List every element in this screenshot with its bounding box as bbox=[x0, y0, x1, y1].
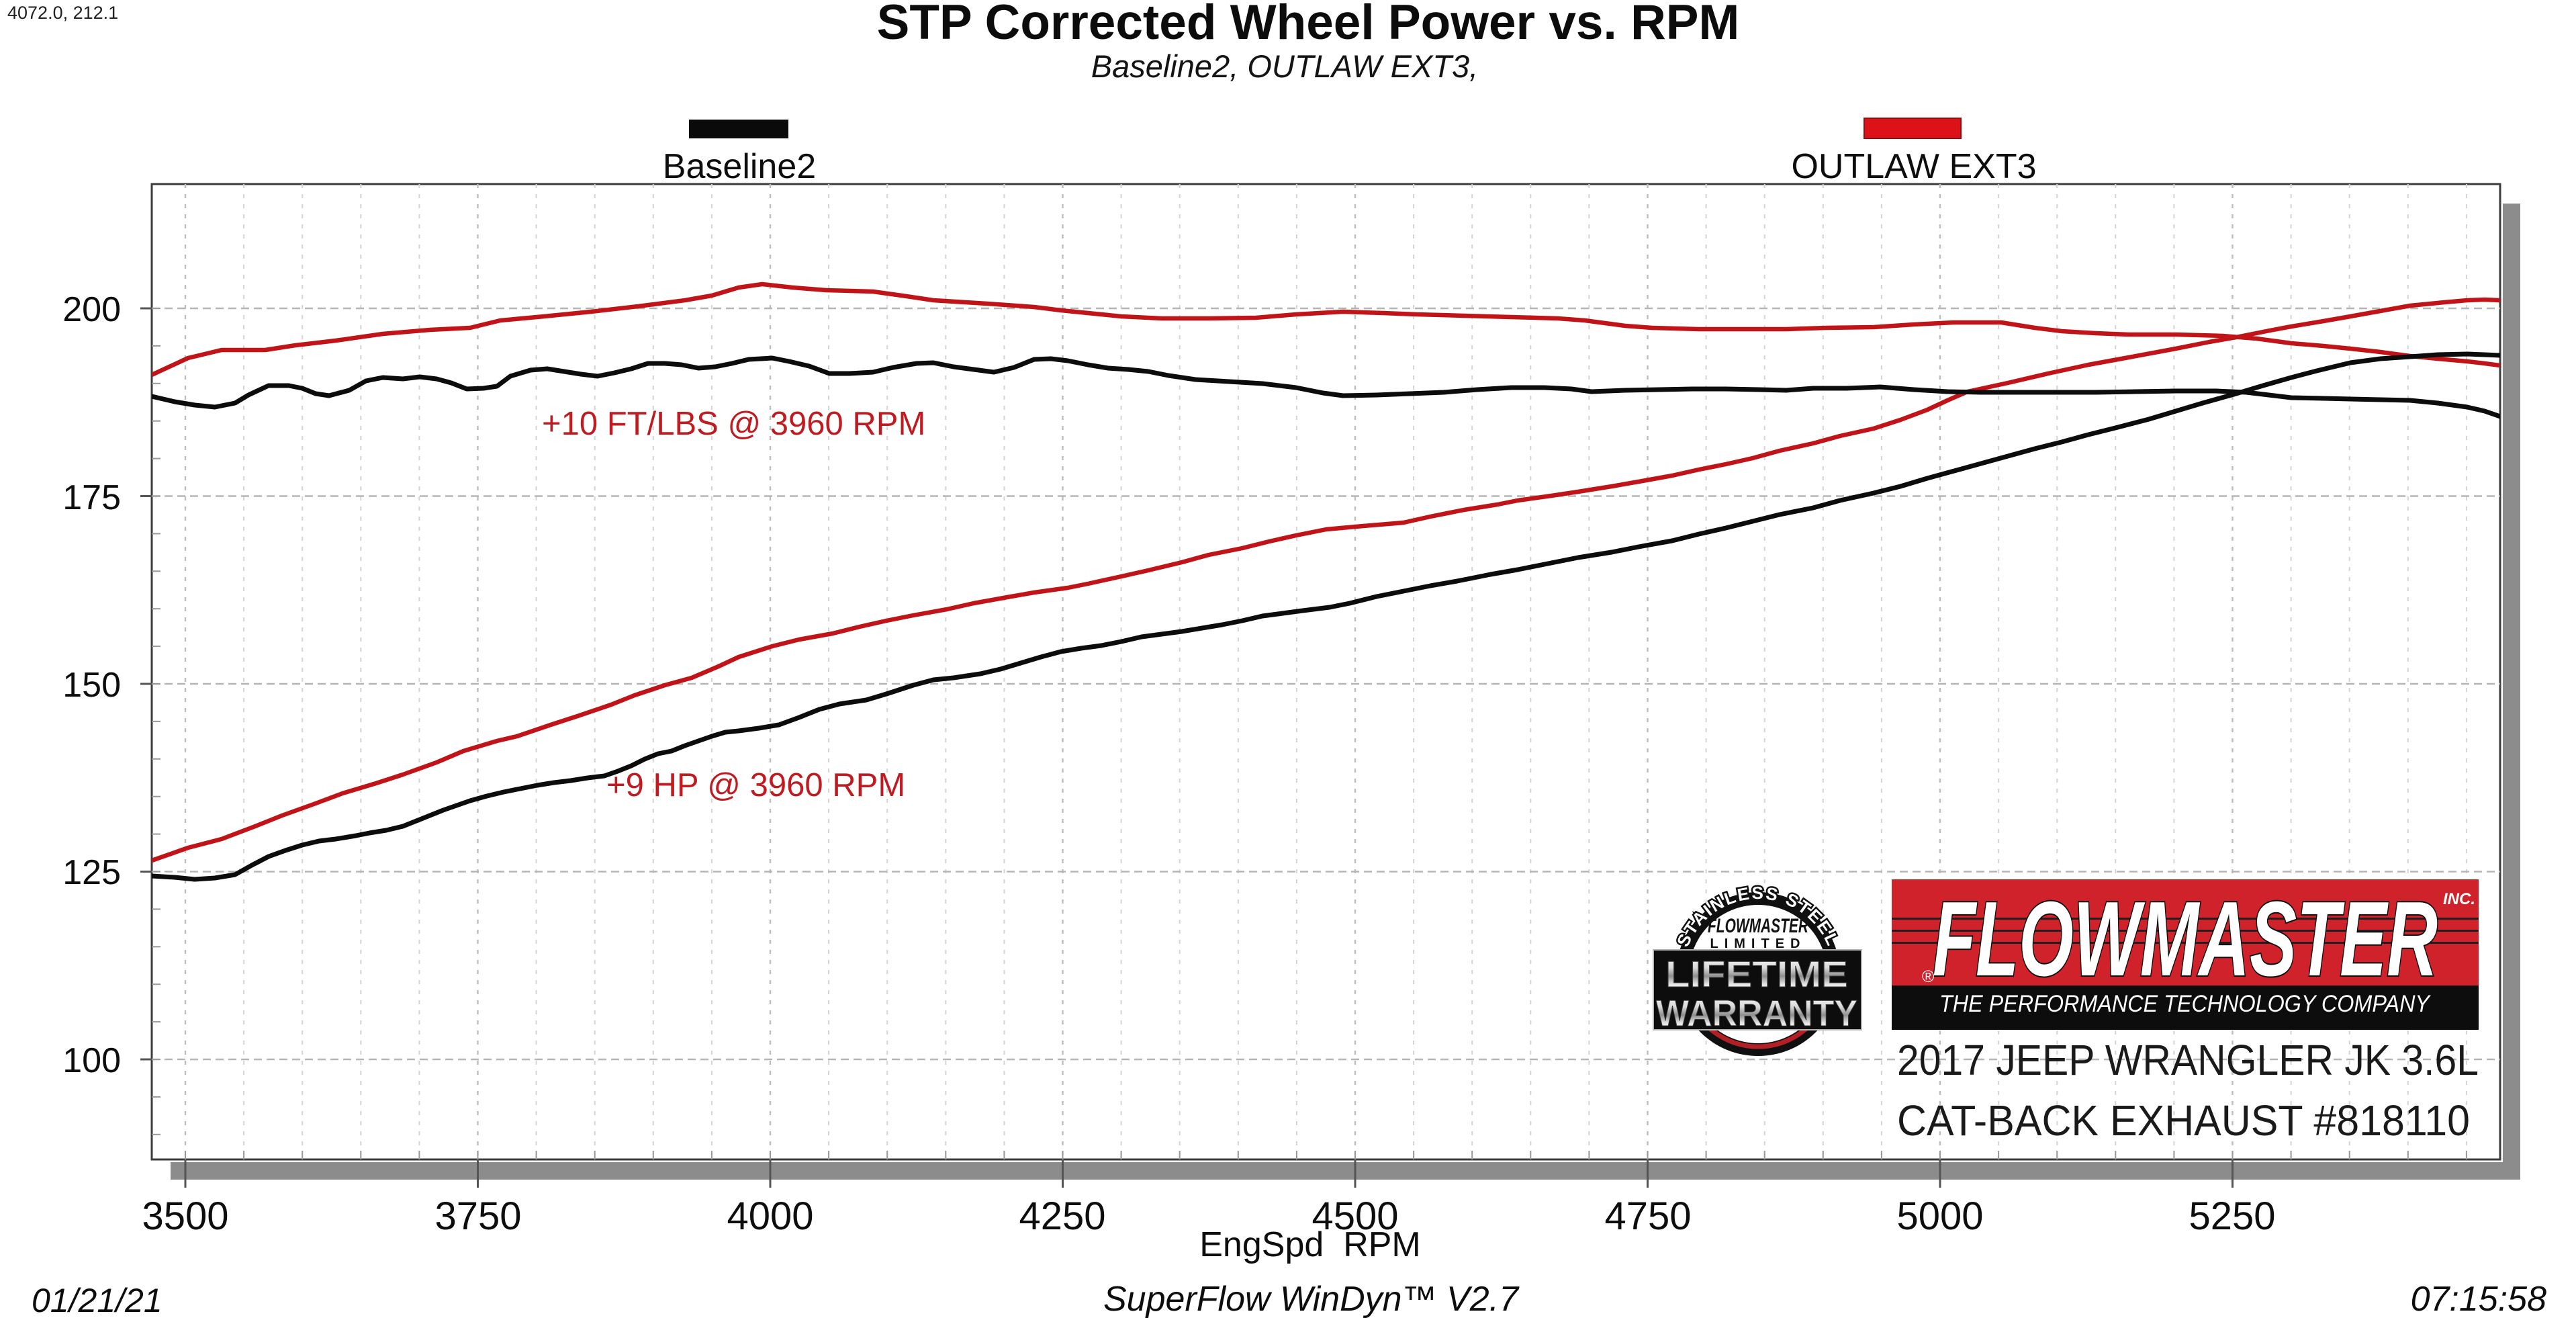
svg-text:+10 FT/LBS @ 3960 RPM: +10 FT/LBS @ 3960 RPM bbox=[542, 406, 925, 442]
svg-text:SuperFlow WinDyn™ V2.7: SuperFlow WinDyn™ V2.7 bbox=[1103, 1280, 1520, 1318]
svg-text:OUTLAW EXT3: OUTLAW EXT3 bbox=[1791, 147, 2036, 186]
svg-text:5250: 5250 bbox=[2189, 1194, 2275, 1238]
svg-text:175: 175 bbox=[62, 478, 121, 517]
svg-text:4750: 4750 bbox=[1604, 1194, 1691, 1238]
svg-text:4500: 4500 bbox=[1312, 1194, 1398, 1238]
svg-text:3500: 3500 bbox=[142, 1194, 228, 1238]
svg-text:4000: 4000 bbox=[727, 1194, 813, 1238]
svg-text:125: 125 bbox=[62, 853, 121, 892]
svg-text:FLOWMASTER: FLOWMASTER bbox=[1708, 915, 1808, 937]
svg-text:100: 100 bbox=[62, 1041, 121, 1080]
svg-text:THE PERFORMANCE TECHNOLOGY COM: THE PERFORMANCE TECHNOLOGY COMPANY bbox=[1939, 991, 2431, 1017]
svg-text:200: 200 bbox=[62, 290, 121, 329]
svg-text:07:15:58: 07:15:58 bbox=[2411, 1280, 2546, 1318]
svg-text:Baseline2: Baseline2 bbox=[663, 147, 816, 186]
svg-text:CAT-BACK EXHAUST #818110: CAT-BACK EXHAUST #818110 bbox=[1897, 1096, 2470, 1145]
svg-text:Baseline2, OUTLAW EXT3,: Baseline2, OUTLAW EXT3, bbox=[1091, 48, 1478, 84]
svg-text:2017 JEEP WRANGLER JK 3.6L: 2017 JEEP WRANGLER JK 3.6L bbox=[1897, 1036, 2479, 1084]
svg-text:INC.: INC. bbox=[2443, 890, 2475, 908]
svg-text:150: 150 bbox=[62, 666, 121, 705]
svg-text:EngSpd RPM: EngSpd RPM bbox=[1199, 1225, 1421, 1264]
svg-text:5000: 5000 bbox=[1896, 1194, 1983, 1238]
svg-text:+9 HP @ 3960 RPM: +9 HP @ 3960 RPM bbox=[606, 767, 905, 803]
svg-text:STP Corrected Wheel Power vs.: STP Corrected Wheel Power vs. RPM bbox=[877, 0, 1740, 50]
svg-text:FLOWMASTER: FLOWMASTER bbox=[1933, 880, 2438, 998]
svg-text:01/21/21: 01/21/21 bbox=[32, 1282, 163, 1318]
svg-text:3750: 3750 bbox=[434, 1194, 521, 1238]
svg-text:4250: 4250 bbox=[1019, 1194, 1105, 1238]
svg-text:®: ® bbox=[1922, 967, 1935, 986]
svg-text:WARRANTY: WARRANTY bbox=[1656, 992, 1857, 1034]
svg-text:4072.0, 212.1: 4072.0, 212.1 bbox=[7, 3, 118, 23]
svg-text:LIFETIME: LIFETIME bbox=[1665, 953, 1848, 995]
svg-text:LIMITED: LIMITED bbox=[1710, 936, 1806, 951]
